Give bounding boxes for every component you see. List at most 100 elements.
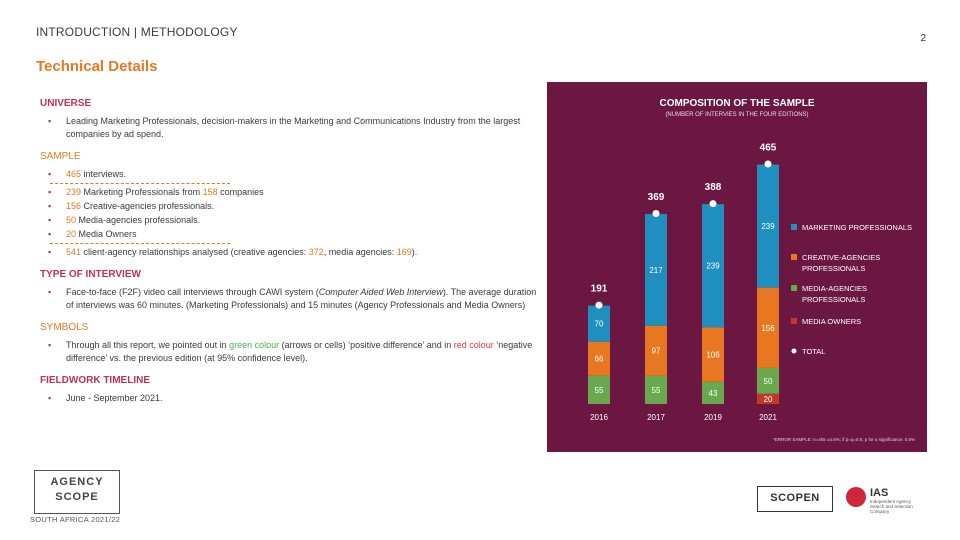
owners-text: Media Owners: [76, 229, 137, 239]
interview-section: TYPE OF INTERVIEW Face-to-face (F2F) vid…: [40, 269, 540, 312]
data-label: 43: [709, 389, 718, 398]
data-label: 66: [595, 355, 604, 364]
breadcrumb: INTRODUCTION | METHODOLOGY: [36, 25, 238, 39]
region-label: SOUTH AFRICA 2021/22: [30, 515, 121, 524]
bar-segment: [645, 375, 667, 404]
page-number: 2: [920, 33, 926, 44]
bar-segment: [702, 327, 724, 382]
logo-line-agency: AGENCY: [50, 476, 104, 488]
data-label: 50: [764, 377, 773, 386]
total-label: 191: [591, 284, 608, 295]
interview-text-a: Face-to-face (F2F) video call interviews…: [66, 287, 319, 297]
sample-bullet-relationships: 541 client-agency relationships analysed…: [40, 246, 540, 259]
marketing-text-a: Marketing Professionals from: [81, 187, 203, 197]
legend-swatch: [791, 224, 797, 230]
interview-text-b: ). The average duration of interviews wa…: [66, 287, 537, 310]
total-label: 388: [705, 182, 722, 193]
total-point: [709, 200, 717, 208]
sample-bullet-owners: 20 Media Owners: [40, 228, 540, 241]
symbols-text-a: Through all this report, we pointed out …: [66, 340, 230, 350]
companies-count: 158: [202, 187, 218, 197]
ias-name: IAS: [870, 487, 889, 499]
bar-segment: [588, 341, 610, 376]
media-text: Media-agencies professionals.: [76, 215, 201, 225]
x-tick-label: 2016: [590, 413, 608, 422]
legend-label: PROFESSIONALS: [802, 295, 865, 304]
divider: [50, 243, 230, 244]
legend-label: MEDIA OWNERS: [802, 317, 861, 326]
total-point: [652, 209, 660, 217]
symbols-section: SYMBOLS Through all this report, we poin…: [40, 322, 540, 365]
bar-segment: [757, 393, 779, 404]
fieldwork-bullet: June - September 2021.: [40, 392, 540, 405]
x-tick-label: 2017: [647, 413, 665, 422]
legend-label: MEDIA-AGENCIES: [802, 284, 867, 293]
data-label: 239: [706, 262, 720, 271]
bar-segment: [757, 367, 779, 394]
data-label: 239: [761, 222, 775, 231]
sample-bullet-creative: 156 Creative-agencies professionals.: [40, 200, 540, 213]
interview-text-italic: Computer Aided Web Interview: [318, 287, 443, 297]
sample-heading: SAMPLE: [40, 151, 81, 162]
symbols-text-c: ‘negative difference’ vs. the previous e…: [66, 340, 533, 363]
legend-label: PROFESSIONALS: [802, 264, 865, 273]
logo-line-scope: SCOPE: [55, 491, 99, 503]
legend-swatch: [791, 318, 797, 324]
scopen-logo: SCOPEN: [757, 486, 833, 512]
chart-subtitle: (NUMBER OF INTERVIES IN THE FOUR EDITION…: [665, 112, 809, 118]
agency-scope-logo: AGENCY SCOPE: [34, 470, 120, 514]
total-point: [595, 301, 603, 309]
bar-segment: [645, 213, 667, 326]
legend-swatch: [791, 254, 797, 260]
fieldwork-section: FIELDWORK TIMELINE June - September 2021…: [40, 375, 540, 405]
green-colour-text: green colour: [229, 340, 280, 350]
sample-composition-chart: COMPOSITION OF THE SAMPLE (NUMBER OF INT…: [547, 82, 927, 452]
data-label: 70: [595, 320, 604, 329]
data-label: 217: [649, 266, 663, 275]
interview-bullet: Face-to-face (F2F) video call interviews…: [40, 286, 540, 312]
bar-segment: [757, 287, 779, 368]
interviews-text: interviews.: [81, 169, 127, 179]
data-label: 106: [706, 351, 720, 360]
ias-globe-icon: [846, 487, 866, 507]
owners-count: 20: [66, 229, 77, 239]
x-tick-label: 2019: [704, 413, 722, 422]
red-colour-text: red colour: [453, 340, 494, 350]
data-label: 156: [761, 324, 775, 333]
bar-segment: [645, 325, 667, 376]
chart-footnote: *ERROR SAMPLE: n=465 ±4.6%; if p=q=0.5; …: [773, 437, 915, 442]
legend-label: TOTAL: [802, 347, 825, 356]
legend-swatch: [791, 285, 797, 291]
legend-total-marker: [791, 348, 797, 354]
total-point: [764, 160, 772, 168]
fieldwork-heading: FIELDWORK TIMELINE: [40, 375, 150, 386]
x-tick-label: 2021: [759, 413, 777, 422]
data-label: 55: [595, 386, 604, 395]
sample-bullet-marketing: 239 Marketing Professionals from 158 com…: [40, 186, 540, 199]
relationships-text-a: client-agency relationships analysed (cr…: [81, 247, 309, 257]
ias-tagline: Independent Agency Search and Selection …: [870, 499, 913, 514]
ias-logo: IAS Independent Agency Search and Select…: [846, 486, 926, 514]
bar-segment: [757, 164, 779, 288]
data-label: 55: [652, 386, 661, 395]
universe-section: UNIVERSE Leading Marketing Professionals…: [40, 98, 540, 141]
interview-heading: TYPE OF INTERVIEW: [40, 269, 141, 280]
chart-plot: 55 66 70 191 2016 55 97 217 369 2017 43 106 239 388 20…: [588, 143, 912, 422]
total-label: 369: [648, 192, 665, 203]
rel-media-count: 169: [396, 247, 412, 257]
rel-creative-count: 372: [308, 247, 324, 257]
divider: [50, 183, 230, 184]
creative-text: Creative-agencies professionals.: [81, 201, 215, 211]
sample-bullet-interviews: 465 interviews.: [40, 168, 540, 181]
symbols-bullet: Through all this report, we pointed out …: [40, 339, 540, 365]
universe-heading: UNIVERSE: [40, 98, 92, 109]
creative-count: 156: [66, 201, 82, 211]
bar-segment: [702, 204, 724, 328]
relationships-text-c: ).: [411, 247, 418, 257]
relationships-count: 541: [66, 247, 82, 257]
interviews-count: 465: [66, 169, 82, 179]
data-label: 97: [652, 347, 661, 356]
bar-segment: [588, 305, 610, 342]
symbols-heading: SYMBOLS: [40, 322, 89, 333]
universe-bullet: Leading Marketing Professionals, decisio…: [40, 115, 540, 141]
